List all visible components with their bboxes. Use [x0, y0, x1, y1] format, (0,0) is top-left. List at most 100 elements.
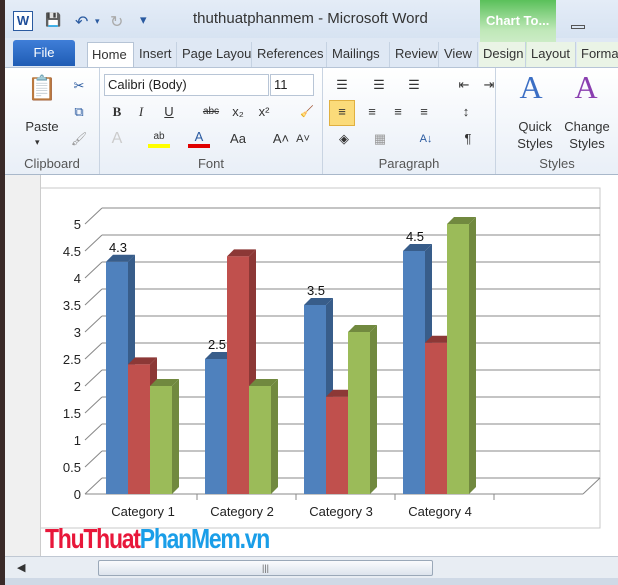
bar	[128, 364, 150, 494]
clipboard-group-label: Clipboard	[24, 156, 80, 171]
customize-quick-access-icon[interactable]: ▾	[140, 12, 147, 27]
word-window: W 💾 ↶ ▾ ↻ ▾ thuthuatphanmem - Microsoft …	[5, 0, 618, 585]
bar	[304, 305, 326, 494]
bar-top	[447, 217, 476, 224]
side-wall-gridline	[84, 477, 103, 495]
horizontal-scrollbar[interactable]: ◀ |||	[5, 556, 618, 578]
decrease-indent-icon[interactable]: ⇤	[458, 77, 470, 92]
bar-top	[425, 335, 454, 343]
tab-insert[interactable]: Insert	[135, 42, 177, 67]
bar-top	[304, 298, 333, 305]
strikethrough-button[interactable]: abc	[202, 106, 220, 117]
x-tick-label: Category 2	[210, 504, 274, 519]
side-wall-gridline	[84, 396, 103, 414]
chart[interactable]: 0 0.5 1 1.5 2 2.5 3 3.5 4 4.5 5 Category 1 4.3 Catego…	[5, 175, 618, 556]
font-size-select[interactable]: 11	[270, 74, 314, 96]
shading-icon[interactable]: ◈	[339, 131, 349, 146]
show-formatting-button[interactable]: ¶	[464, 131, 472, 146]
align-right-button[interactable]: ≡	[394, 104, 402, 119]
line-spacing-icon[interactable]: ↕	[462, 104, 470, 119]
y-tick-label: 2	[74, 379, 81, 394]
minimize-button[interactable]	[571, 25, 585, 29]
multilevel-list-icon[interactable]: ☰	[408, 77, 420, 92]
borders-icon[interactable]: ▦	[373, 131, 387, 146]
tab-review[interactable]: Review	[391, 42, 439, 67]
y-tick-label: 3	[74, 325, 81, 340]
clear-formatting-icon[interactable]: 🧹	[300, 106, 314, 118]
undo-icon[interactable]: ↶	[75, 14, 89, 31]
bar-side	[172, 379, 179, 494]
tab-format[interactable]: Format	[577, 42, 618, 67]
paragraph-group-label: Paragraph	[378, 156, 440, 171]
align-left-button[interactable]: ≡	[329, 100, 355, 126]
change-case-button[interactable]: Aa	[230, 131, 246, 146]
bullets-icon[interactable]: ☰	[336, 77, 348, 92]
bar	[348, 332, 370, 494]
tab-view[interactable]: View	[440, 42, 478, 67]
tab-mailings[interactable]: Mailings	[328, 42, 390, 67]
font-color-icon[interactable]: A	[188, 126, 210, 148]
quick-styles-button[interactable]: Quick Styles	[517, 119, 553, 151]
center-button[interactable]: ≡	[368, 104, 376, 119]
save-icon[interactable]: 💾	[45, 12, 62, 27]
scroll-left-icon[interactable]: ◀	[17, 562, 26, 574]
italic-button[interactable]: I	[138, 104, 144, 119]
x-tick-label: Category 1	[111, 504, 175, 519]
change-styles-icon[interactable]: A	[574, 69, 598, 105]
bold-button[interactable]: B	[112, 104, 122, 119]
side-wall-gridline	[84, 207, 103, 225]
ribbon: 📋 Paste ▾ ✂ ⧉ 🖌 Clipboard Calibri (Body)…	[5, 67, 618, 175]
sort-button[interactable]: A↓	[419, 133, 433, 145]
format-painter-icon[interactable]: 🖌	[70, 131, 88, 146]
bar-side	[370, 325, 377, 494]
text-effects-icon[interactable]: A	[111, 130, 123, 147]
bar	[425, 342, 447, 494]
shrink-font-button[interactable]: A˅	[296, 133, 310, 145]
tab-design[interactable]: Design	[479, 42, 526, 67]
tab-home[interactable]: Home	[87, 42, 134, 67]
data-label: 4.3	[109, 240, 127, 255]
y-tick-label: 1.5	[63, 406, 81, 421]
side-wall-gridline	[84, 315, 103, 333]
redo-icon[interactable]: ↻	[110, 14, 124, 31]
y-tick-label: 0.5	[63, 460, 81, 475]
bar-top	[326, 389, 355, 397]
quick-styles-icon[interactable]: A	[519, 69, 543, 105]
numbering-icon[interactable]: ☰	[373, 77, 385, 92]
change-styles-button[interactable]: Change Styles	[564, 119, 610, 151]
x-tick-label: Category 4	[408, 504, 472, 519]
word-app-icon[interactable]: W	[13, 11, 33, 31]
underline-button[interactable]: U	[164, 104, 174, 119]
cut-icon[interactable]: ✂	[73, 78, 85, 93]
bar-top	[227, 249, 256, 257]
bar-top	[106, 254, 135, 262]
styles-group: A A Quick Styles Change Styles Styles	[496, 68, 618, 174]
grow-font-button[interactable]: A˄	[272, 131, 290, 146]
bar-top	[150, 379, 179, 386]
bar	[403, 251, 425, 494]
subscript-button[interactable]: x₂	[232, 104, 244, 119]
justify-button[interactable]: ≡	[420, 104, 428, 119]
tab-references[interactable]: References	[253, 42, 327, 67]
tab-page-layout[interactable]: Page Layout	[178, 42, 252, 67]
tab-layout[interactable]: Layout	[527, 42, 576, 67]
bar	[326, 396, 348, 494]
paste-dropdown-icon[interactable]: ▾	[35, 137, 40, 147]
y-tick-label: 1	[74, 433, 81, 448]
scrollbar-thumb[interactable]: |||	[98, 560, 433, 576]
superscript-button[interactable]: x²	[258, 104, 270, 119]
increase-indent-icon[interactable]: ⇥	[483, 77, 495, 92]
paste-icon[interactable]: 📋	[27, 75, 57, 102]
paste-button[interactable]: Paste	[25, 119, 59, 134]
tab-file[interactable]: File	[13, 40, 75, 66]
side-wall-gridline	[84, 261, 103, 279]
copy-icon[interactable]: ⧉	[74, 104, 84, 119]
undo-dropdown-icon[interactable]: ▾	[95, 16, 100, 26]
left-margin	[5, 175, 41, 556]
highlight-color-icon[interactable]: ab	[148, 126, 170, 148]
font-name-select[interactable]: Calibri (Body)	[104, 74, 269, 96]
bar-top	[249, 379, 278, 386]
window-title: thuthuatphanmem - Microsoft Word	[193, 10, 428, 27]
bar	[227, 256, 249, 494]
y-tick-label: 4	[74, 271, 81, 286]
